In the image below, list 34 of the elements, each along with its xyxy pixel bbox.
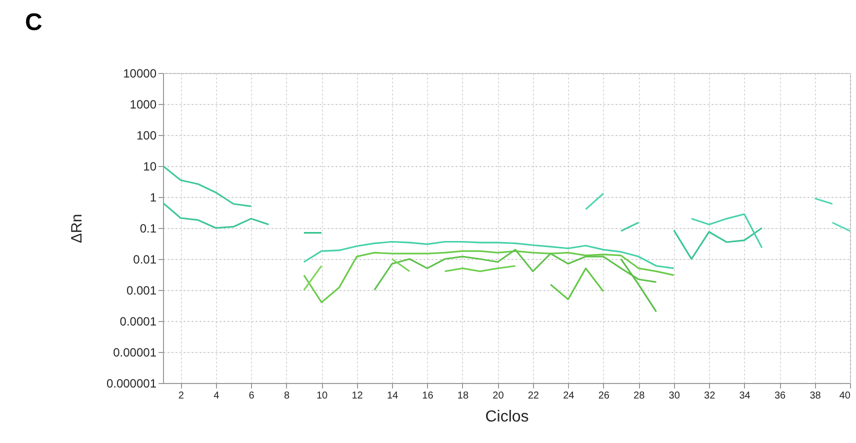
x-tick-label: 10 [316, 390, 328, 402]
x-tick-label: 24 [563, 390, 575, 402]
x-tick-label: 26 [598, 390, 610, 402]
x-tick-label: 14 [386, 390, 398, 402]
y-tick-label: 1000 [130, 98, 157, 112]
x-tick-label: 22 [528, 390, 540, 402]
x-tick-label: 30 [668, 390, 680, 402]
y-tick-label: 0.0001 [120, 314, 157, 328]
x-tick-label: 18 [457, 390, 469, 402]
x-tick-label: 32 [704, 390, 716, 402]
x-tick-label: 34 [739, 390, 751, 402]
y-tick-label: 0.00001 [113, 346, 157, 360]
y-tick-label: 100 [136, 128, 157, 142]
x-tick-label: 8 [284, 390, 290, 402]
y-tick-label: 1 [150, 190, 157, 204]
x-tick-label: 12 [352, 390, 364, 402]
x-tick-label: 40 [839, 390, 851, 402]
chart-title: C [25, 9, 42, 36]
y-axis-title: ΔRn [68, 214, 86, 244]
y-tick-label: 0.01 [133, 252, 157, 266]
x-axis-title: Ciclos [485, 408, 529, 426]
x-tick-label: 4 [214, 390, 220, 402]
x-tick-label: 2 [178, 390, 184, 402]
y-tick-label: 0.001 [126, 284, 157, 298]
y-tick-label: 10 [143, 160, 157, 174]
x-tick-label: 36 [774, 390, 786, 402]
x-tick-label: 28 [634, 390, 646, 402]
y-tick-label: 10000 [123, 66, 157, 80]
x-tick-label: 16 [422, 390, 434, 402]
y-tick-label: 0.000001 [106, 376, 157, 390]
x-tick-label: 38 [810, 390, 822, 402]
x-tick-label: 20 [492, 390, 504, 402]
y-tick-label: 0.1 [140, 222, 157, 236]
x-tick-label: 6 [248, 390, 255, 402]
